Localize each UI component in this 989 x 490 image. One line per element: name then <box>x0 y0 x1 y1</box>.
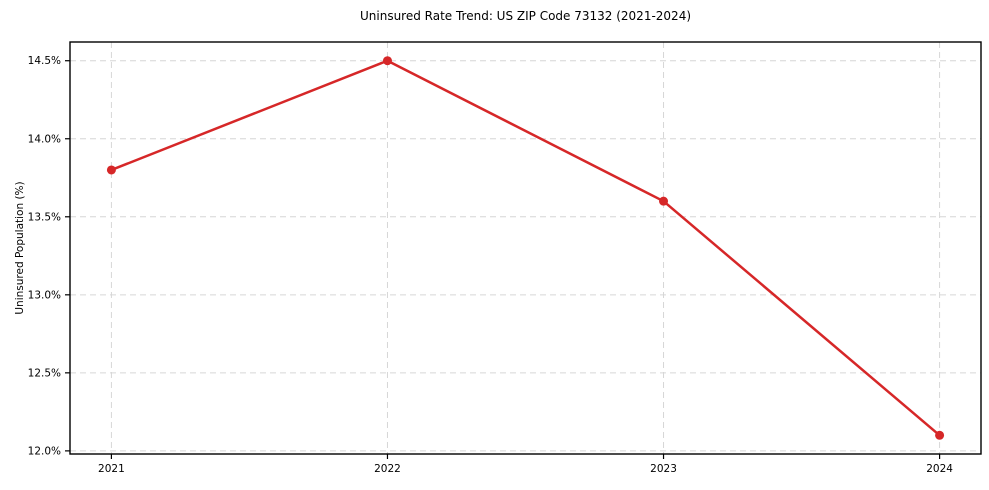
y-tick-label: 12.5% <box>28 367 61 379</box>
data-point <box>382 56 392 66</box>
x-tick-label: 2022 <box>374 463 401 475</box>
data-point <box>106 165 116 175</box>
series-line <box>110 59 941 437</box>
y-tick-label: 14.5% <box>28 55 61 67</box>
data-point <box>935 430 945 440</box>
y-tick-label: 13.5% <box>28 211 61 223</box>
y-tick-label: 13.0% <box>28 289 61 301</box>
chart-title: Uninsured Rate Trend: US ZIP Code 73132 … <box>359 9 692 23</box>
x-tick-label: 2023 <box>650 463 677 475</box>
data-point <box>659 196 669 206</box>
x-tick-label: 2024 <box>926 463 953 475</box>
x-tick-label: 2021 <box>98 463 125 475</box>
y-tick-label: 14.0% <box>28 133 61 145</box>
plot-border <box>69 41 982 455</box>
y-tick-label: 12.0% <box>28 445 61 457</box>
